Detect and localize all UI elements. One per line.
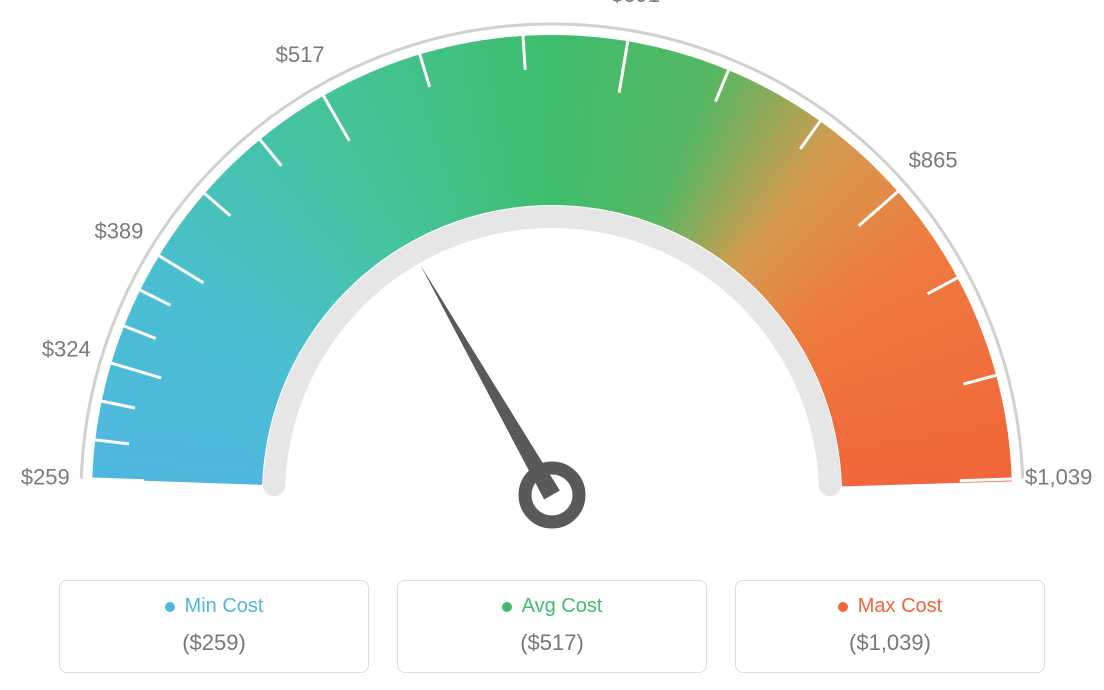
gauge-svg: $259 $324 $389 $517 $691 $865 $1,039: [0, 0, 1104, 560]
legend-value-avg: ($517): [408, 630, 696, 656]
legend-title-max: Max Cost: [838, 595, 942, 618]
gauge-tick-label: $389: [94, 218, 143, 243]
legend-label-min: Min Cost: [185, 595, 264, 618]
legend-dot-min: [165, 602, 175, 612]
legend-value-min: ($259): [70, 630, 358, 656]
legend-title-avg: Avg Cost: [502, 595, 603, 618]
gauge-tick-label: $691: [611, 0, 660, 7]
legend-title-min: Min Cost: [165, 595, 264, 618]
legend-row: Min Cost ($259) Avg Cost ($517) Max Cost…: [0, 580, 1104, 673]
gauge-tick-label: $865: [909, 148, 958, 173]
legend-card-max: Max Cost ($1,039): [735, 580, 1045, 673]
legend-label-avg: Avg Cost: [522, 595, 603, 618]
legend-label-max: Max Cost: [858, 595, 942, 618]
legend-dot-avg: [502, 602, 512, 612]
legend-dot-max: [838, 602, 848, 612]
gauge-tick-label: $517: [276, 42, 325, 67]
legend-card-avg: Avg Cost ($517): [397, 580, 707, 673]
gauge-tick-label: $324: [42, 337, 91, 362]
gauge-tick-label: $1,039: [1025, 464, 1092, 489]
legend-card-min: Min Cost ($259): [59, 580, 369, 673]
gauge-chart: $259 $324 $389 $517 $691 $865 $1,039: [0, 0, 1104, 560]
legend-value-max: ($1,039): [746, 630, 1034, 656]
gauge-tick-label: $259: [21, 464, 70, 489]
